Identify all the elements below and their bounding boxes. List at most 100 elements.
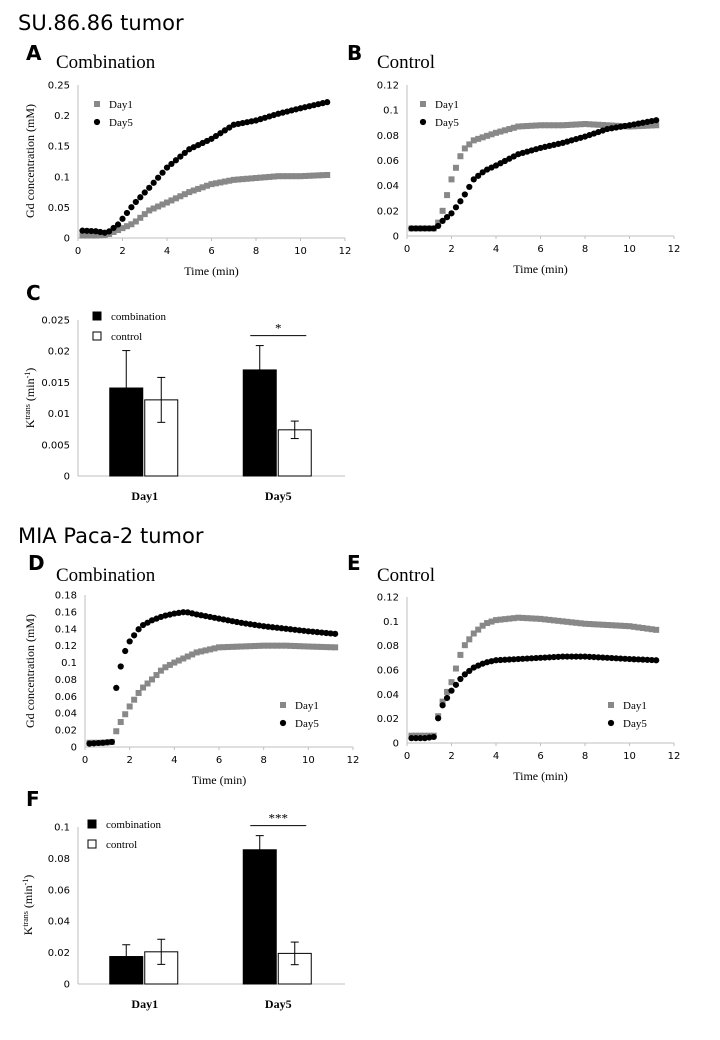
- y-tick-label: 0.04: [55, 709, 77, 720]
- day5-data-point: [470, 176, 477, 183]
- y-tick-label: 0.08: [377, 131, 399, 142]
- x-tick-label: 12: [339, 246, 352, 257]
- day5-data-point: [448, 687, 455, 694]
- y-tick-label: 0.005: [41, 440, 70, 451]
- legend-label: Day5: [435, 117, 459, 129]
- day1-data-point: [466, 141, 473, 148]
- day1-data-point: [604, 122, 611, 129]
- legend-label: control: [106, 839, 137, 851]
- significance-marker: ***: [269, 811, 289, 826]
- day1-data-point: [577, 121, 584, 128]
- y-tick-label: 0: [393, 739, 399, 750]
- day5-data-point: [559, 653, 566, 660]
- y-tick-label: 0.25: [48, 81, 70, 92]
- day1-data-point: [226, 177, 233, 184]
- day1-data-point: [501, 127, 508, 134]
- day1-data-point: [479, 134, 486, 141]
- day1-data-point: [622, 622, 629, 629]
- y-axis-label-superscript: -1: [21, 879, 30, 886]
- legend-day1-marker: [280, 702, 286, 708]
- day1-data-point: [314, 643, 321, 650]
- x-tick-label: 10: [623, 244, 636, 255]
- day1-data-point: [493, 617, 499, 624]
- day5-data-point: [519, 655, 526, 662]
- day5-data-point: [90, 740, 98, 747]
- day1-data-point: [135, 689, 142, 696]
- day1-data-point: [137, 214, 144, 221]
- day5-data-point: [599, 654, 606, 661]
- day5-data-point: [126, 638, 133, 645]
- y-axis-label-part: (min: [23, 378, 37, 404]
- day5-data-point: [108, 738, 115, 746]
- day1-data-point: [315, 172, 322, 179]
- day1-data-point: [590, 621, 597, 628]
- x-tick-label: 8: [582, 751, 588, 762]
- y-tick-label: 0.1: [54, 823, 70, 834]
- day1-data-point: [141, 211, 148, 218]
- y-tick-label: 0.02: [55, 726, 77, 737]
- x-tick-label: 2: [448, 244, 454, 255]
- day5-data-point: [86, 740, 93, 747]
- day1-data-point: [269, 642, 276, 649]
- y-tick-label: 0.02: [48, 948, 70, 959]
- day1-data-point: [131, 696, 138, 703]
- day1-data-point: [220, 644, 227, 651]
- day5-data-point: [104, 739, 111, 746]
- day1-data-point: [261, 174, 268, 181]
- day1-data-point: [497, 616, 504, 623]
- x-tick-label: 12: [668, 751, 681, 762]
- x-tick-label: 4: [493, 244, 499, 255]
- day1-data-point: [204, 182, 211, 189]
- legend-label: combination: [106, 819, 161, 831]
- day5-data-point: [408, 735, 415, 742]
- category-label: Day5: [265, 489, 292, 503]
- panel-letter: E: [347, 551, 361, 575]
- day5-data-point: [443, 214, 451, 221]
- chart-title: Combination: [56, 565, 156, 586]
- day1-data-point: [110, 229, 117, 236]
- day5-data-point: [452, 681, 460, 688]
- day5-data-point: [564, 653, 571, 660]
- y-tick-label: 0: [393, 232, 399, 243]
- day1-data-point: [435, 219, 442, 226]
- day1-data-point: [559, 618, 566, 625]
- x-tick-label: 4: [493, 751, 499, 762]
- x-tick-label: 0: [404, 244, 410, 255]
- day5-data-point: [314, 629, 321, 636]
- day1-data-point: [586, 121, 593, 128]
- y-tick-label: 0.12: [377, 593, 399, 604]
- day1-data-point: [452, 665, 459, 672]
- category-label: Day1: [131, 489, 158, 503]
- day1-data-point: [457, 651, 464, 658]
- day1-data-point: [309, 643, 316, 650]
- day1-data-point: [327, 644, 334, 651]
- x-tick-label: 4: [171, 755, 177, 766]
- day5-data-point: [119, 215, 126, 222]
- day1-data-point: [444, 688, 451, 695]
- day1-data-point: [117, 719, 124, 726]
- day1-data-point: [146, 207, 153, 214]
- day5-data-point: [573, 653, 580, 660]
- day5-data-point: [132, 198, 139, 206]
- panel-d-combination-chart: D Combination 0 2 4 6 8 10 12 0 0.02 0.04 0.06 0.08 0.…: [23, 551, 359, 787]
- day1-data-point: [186, 189, 193, 196]
- x-tick-label: 4: [164, 246, 170, 257]
- x-tick-label: 0: [404, 751, 410, 762]
- day1-data-point: [270, 173, 277, 180]
- legend-label: Day1: [109, 99, 133, 111]
- day1-data-point: [457, 153, 464, 160]
- day5-data-point: [135, 626, 142, 633]
- day1-data-point: [293, 173, 300, 180]
- day1-data-point: [150, 205, 157, 212]
- day1-data-point: [217, 179, 224, 186]
- day5-data-point: [217, 130, 224, 137]
- day1-data-point: [229, 643, 236, 650]
- day1-data-point: [247, 643, 254, 650]
- day1-data-point: [216, 644, 222, 651]
- day5-data-point: [590, 654, 598, 661]
- y-tick-label: 0.15: [48, 142, 70, 153]
- day1-data-point: [555, 122, 562, 129]
- y-tick-label: 0.05: [48, 203, 70, 214]
- day5-data-point: [613, 655, 620, 662]
